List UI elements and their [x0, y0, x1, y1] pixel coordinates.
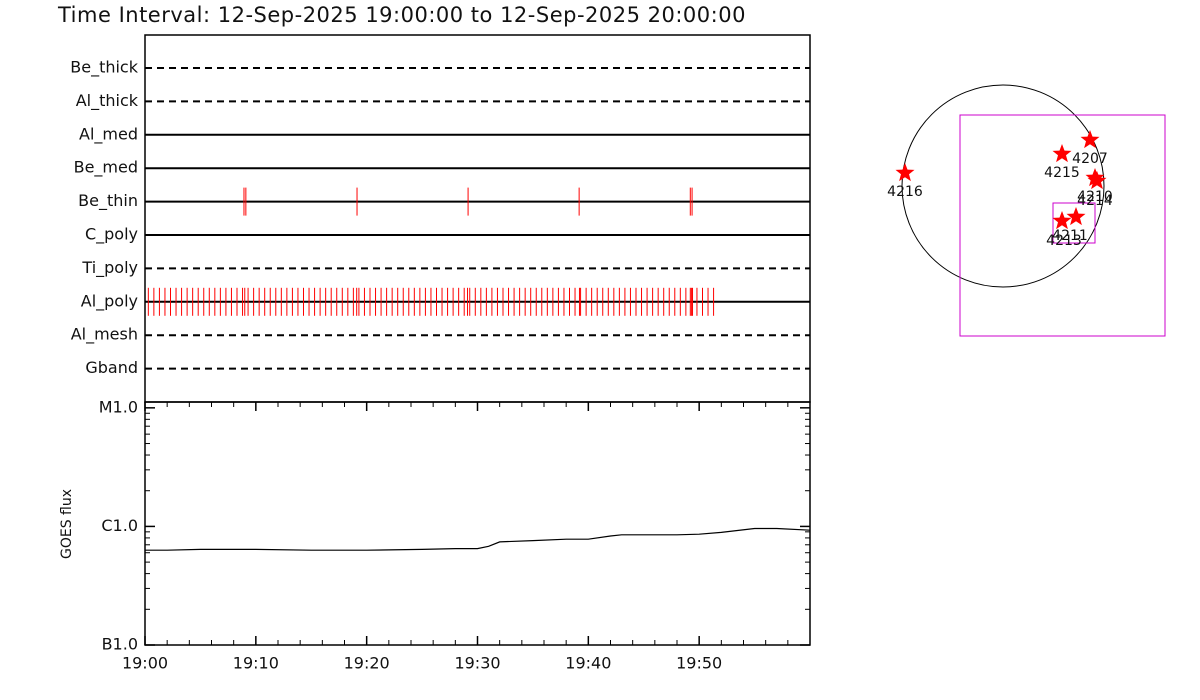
region-label: 4211 — [1052, 228, 1088, 244]
x-tick-label: 19:20 — [344, 654, 390, 673]
x-tick-label: 19:00 — [122, 654, 168, 673]
row-label: Be_thin — [78, 191, 138, 211]
fov-box-small — [1052, 202, 1096, 244]
x-tick-label: 19:50 — [676, 654, 722, 673]
x-tick-label: 19:30 — [454, 654, 500, 673]
region-star — [895, 163, 915, 182]
region-label: 4210 — [1077, 189, 1113, 205]
row-label: Al_mesh — [71, 325, 138, 345]
title: Time Interval: 12-Sep-2025 19:00:00 to 1… — [57, 3, 746, 27]
fov-box — [959, 114, 1166, 337]
row-label: Al_poly — [81, 291, 138, 311]
y-tick-label: C1.0 — [101, 516, 138, 535]
row-label: Al_thick — [76, 91, 139, 111]
y-axis-label: GOES flux — [59, 489, 75, 559]
region-star — [1052, 144, 1072, 163]
region-star — [1052, 211, 1072, 230]
x-tick-label: 19:40 — [565, 654, 611, 673]
x-tick-label: 19:10 — [233, 654, 279, 673]
region-star — [1080, 130, 1100, 149]
row-label: Al_med — [79, 124, 138, 144]
solar-disk — [901, 84, 1105, 288]
row-label: Gband — [85, 358, 138, 377]
goes-curve — [145, 527, 811, 551]
region-label: 4213 — [1046, 233, 1082, 249]
row-label: C_poly — [85, 225, 138, 245]
region-label: 4216 — [887, 184, 923, 200]
row-label: Ti_poly — [81, 258, 138, 278]
region-label: 4215 — [1044, 165, 1080, 181]
y-tick-label: M1.0 — [99, 397, 138, 416]
region-star — [1066, 207, 1086, 226]
y-tick-label: B1.0 — [102, 635, 138, 654]
region-star — [1087, 171, 1107, 190]
row-label: Be_med — [74, 158, 138, 178]
region-label: 4207 — [1072, 151, 1108, 167]
row-label: Be_thick — [70, 58, 138, 78]
region-label: 4214 — [1077, 193, 1113, 209]
